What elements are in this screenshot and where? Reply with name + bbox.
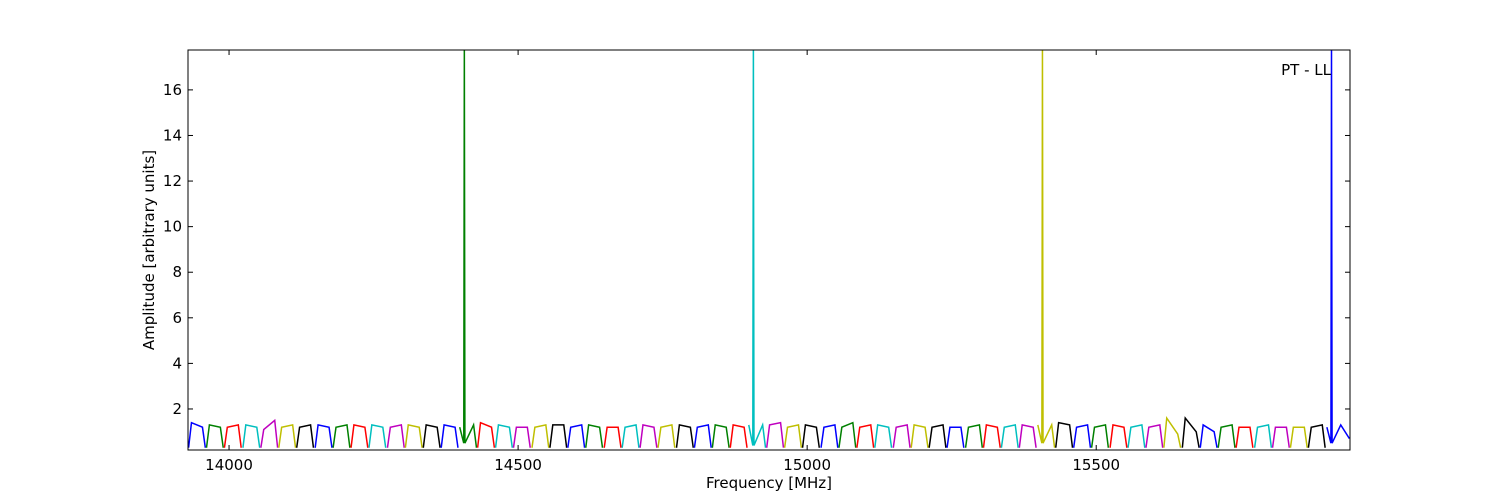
spectrum-line: [1109, 424, 1128, 448]
spectrum-line: [1090, 424, 1110, 448]
spectrum-line: [729, 424, 748, 448]
spectrum-line: [801, 424, 821, 448]
spectrum-line: [711, 424, 730, 448]
spectrum-line: [332, 424, 351, 448]
spectrum-line: [1181, 416, 1200, 448]
spectrum-line: [1145, 424, 1164, 448]
spectrum-line: [567, 424, 586, 448]
spectrum-line: [584, 424, 604, 448]
spectrum-line: [982, 424, 1001, 448]
spectrum-line: [1289, 426, 1308, 448]
spectrum-line: [856, 424, 875, 448]
y-tick-label: 2: [172, 400, 182, 418]
y-tick-label: 4: [172, 354, 182, 372]
spectrum-line: [874, 424, 893, 448]
spectrum-line: [1037, 50, 1056, 448]
y-tick-label: 12: [163, 172, 182, 190]
spectrum-line: [223, 424, 242, 448]
spectrum-line: [386, 424, 405, 448]
spectrum-line: [1163, 415, 1182, 448]
annotation: PT - LL: [1281, 61, 1332, 79]
spectrum-line: [188, 421, 207, 448]
y-tick-label: 6: [172, 309, 182, 327]
spectrum-line: [422, 424, 441, 448]
spectrum-line: [531, 424, 550, 448]
spectrum-line: [946, 426, 965, 448]
y-tick-label: 8: [172, 263, 182, 281]
spectrum-line: [693, 424, 712, 448]
spectrum-line: [278, 424, 297, 448]
y-tick-label: 16: [163, 81, 182, 99]
spectrum-line: [1217, 424, 1236, 448]
spectrum-line: [350, 424, 369, 448]
spectrum-line: [549, 424, 568, 448]
spectrum-line: [368, 424, 387, 448]
spectrum-line: [964, 424, 984, 448]
x-tick-label: 14500: [494, 456, 542, 474]
spectrum-line: [1072, 424, 1092, 448]
x-tick-label: 15000: [783, 456, 831, 474]
spectrum-line: [748, 50, 767, 448]
y-tick-label: 14: [163, 126, 182, 144]
spectrum-line: [675, 424, 695, 448]
spectrum-line: [440, 424, 459, 448]
spectrum-line: [657, 424, 676, 448]
spectrum-line: [458, 50, 478, 448]
spectrum-line: [476, 421, 496, 448]
spectrum-line: [910, 424, 929, 448]
spectrum-line: [205, 424, 225, 448]
spectrum-line: [1271, 426, 1291, 448]
spectrum-line: [820, 424, 839, 448]
plot-lines: [188, 50, 1350, 448]
spectrum-line: [1000, 424, 1019, 448]
x-tick-label: 14000: [205, 456, 253, 474]
spectrum-line: [1253, 424, 1273, 448]
spectrum-line: [1054, 421, 1074, 448]
spectrum-line: [838, 421, 857, 448]
plot-frame: [187, 49, 1351, 451]
spectrum-line: [928, 424, 947, 448]
spectrum-line: [404, 424, 423, 448]
spectrum-line: [639, 424, 658, 448]
spectrum-line: [242, 424, 261, 448]
spectrum-line: [1235, 426, 1254, 448]
spectrum-line: [1326, 50, 1350, 444]
spectrum-line: [1307, 424, 1326, 448]
spectrum-line: [783, 424, 803, 448]
y-axis-label: Amplitude [arbitrary units]: [140, 150, 158, 350]
spectrum-line: [765, 421, 785, 448]
spectrum-line: [1018, 424, 1037, 448]
spectrum-line: [1127, 424, 1146, 448]
spectrum-line: [295, 424, 315, 448]
spectrum-line: [603, 426, 622, 448]
spectrum-line: [314, 424, 333, 448]
spectrum-line: [1199, 423, 1218, 448]
spectrum-line: [494, 424, 514, 448]
spectrum-line: [892, 424, 911, 448]
y-tick-label: 10: [163, 218, 182, 236]
spectrum-line: [260, 418, 279, 448]
x-axis-label: Frequency [MHz]: [706, 474, 832, 492]
x-tick-label: 15500: [1072, 456, 1120, 474]
spectrum-line: [512, 426, 531, 448]
spectrum-line: [621, 424, 640, 448]
